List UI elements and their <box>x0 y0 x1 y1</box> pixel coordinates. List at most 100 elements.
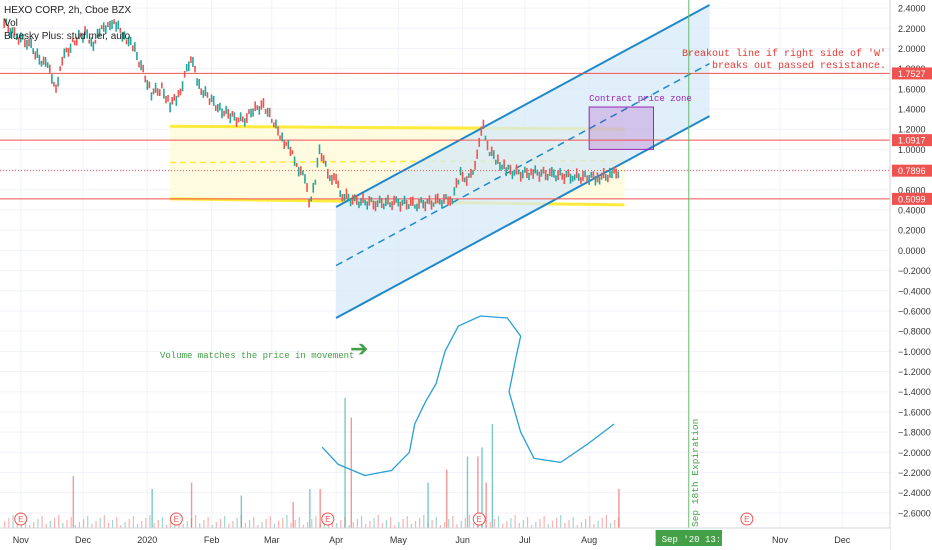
volume-bar <box>522 520 524 528</box>
volume-bar <box>315 516 317 528</box>
contract-price-zone <box>588 106 654 150</box>
y-tick-label: −1.6000 <box>898 407 931 417</box>
y-tick-label: 0.0000 <box>898 246 926 256</box>
volume-bar <box>253 517 255 528</box>
earnings-marker-label: E <box>18 515 23 524</box>
volume-bar <box>352 522 354 528</box>
volume-bar <box>286 515 288 528</box>
horizontal-levels <box>0 72 890 200</box>
y-tick-label: −1.8000 <box>898 428 931 438</box>
y-tick-label: −2.4000 <box>898 488 931 498</box>
volume-bar <box>580 522 583 528</box>
volume-spike <box>350 417 353 528</box>
channel-mid-line <box>335 62 710 267</box>
earnings-marker-circle <box>472 512 486 526</box>
expiration-annotation: Sep 18th Expiration <box>690 419 701 527</box>
x-tick-label: Apr <box>329 535 343 545</box>
volume-bars <box>4 398 620 528</box>
volume-bar <box>390 517 392 528</box>
volume-bar <box>410 524 412 528</box>
volume-indicator-label[interactable]: Vol <box>4 18 18 29</box>
volume-bar <box>568 520 570 528</box>
volume-bar <box>502 524 504 528</box>
x-tick-label: Nov <box>13 535 30 545</box>
volume-bar <box>406 516 408 528</box>
volume-bar <box>124 522 126 528</box>
volume-bar <box>547 524 549 528</box>
volume-bar <box>269 516 271 528</box>
earnings-marker-label: E <box>174 515 179 524</box>
volume-bar <box>506 521 508 528</box>
volume-bar <box>107 523 110 528</box>
price-level-tag-label: 1.0917 <box>898 136 926 146</box>
volume-bar <box>66 520 68 528</box>
volume-bar <box>149 515 151 528</box>
symbol-title[interactable]: HEXO CORP, 2h, Cboe BZX <box>4 5 132 16</box>
volume-trend-curve <box>321 315 615 477</box>
volume-bar <box>414 521 417 528</box>
volume-bar <box>74 525 76 528</box>
time-axis-bg <box>0 528 890 550</box>
volume-bar <box>78 522 81 528</box>
volume-bar <box>473 523 475 528</box>
volume-bar <box>302 525 305 528</box>
price-series <box>3 18 620 212</box>
volume-bar <box>593 524 595 528</box>
y-tick-label: 1.2000 <box>898 125 926 135</box>
volume-bar <box>145 518 147 528</box>
x-tick-label: Aug <box>581 535 597 545</box>
volume-bar <box>141 521 143 528</box>
volume-bar <box>82 519 85 528</box>
volume-bar <box>41 516 43 528</box>
x-tick-label: May <box>390 535 408 545</box>
breakout-annotation-line: Breakout line if right side of 'W' <box>682 48 886 60</box>
y-tick-label: 0.2000 <box>898 226 926 236</box>
volume-bar <box>128 519 130 528</box>
volume-bar <box>423 515 425 528</box>
y-tick-label: 2.2000 <box>898 24 926 34</box>
y-tick-label: 1.0000 <box>898 145 926 155</box>
volume-bar <box>4 521 6 528</box>
x-tick-label: Nov <box>772 535 789 545</box>
volume-bar <box>452 516 454 528</box>
volume-bar <box>609 523 612 528</box>
volume-bar <box>12 515 14 528</box>
volume-bar <box>340 520 342 528</box>
price-level-tag <box>892 134 932 147</box>
volume-bar <box>195 515 197 528</box>
bluesky-indicator-label[interactable]: Bluesky Plus: stud mer, auto <box>4 31 131 42</box>
price-level-tag-label: 1.7527 <box>898 69 926 79</box>
volume-bar <box>365 524 367 528</box>
volume-bar <box>8 518 10 528</box>
volume-bar <box>116 517 118 528</box>
volume-bar <box>356 519 359 528</box>
x-tick-label: Feb <box>204 535 220 545</box>
volume-bar <box>443 522 446 528</box>
y-tick-label: −1.0000 <box>898 347 931 357</box>
volume-bar <box>112 520 114 528</box>
volume-spike <box>427 482 429 528</box>
volume-bar <box>493 519 495 528</box>
price-level-tag-label: 0.5099 <box>898 194 926 204</box>
volume-bar <box>228 524 230 528</box>
volume-spike <box>190 482 193 528</box>
volume-bar <box>244 523 247 528</box>
volume-spike <box>72 476 75 528</box>
volume-spike <box>477 456 479 528</box>
volume-bar <box>456 524 458 528</box>
volume-bar <box>311 519 313 528</box>
volume-bar <box>298 517 300 528</box>
volume-bar <box>497 516 500 528</box>
earnings-marker-label: E <box>477 515 482 524</box>
volume-bar <box>87 516 89 528</box>
volume-bar <box>70 517 72 528</box>
y-tick-label: 1.6000 <box>898 84 926 94</box>
earnings-marker-label: E <box>744 515 749 524</box>
volume-bar <box>585 519 587 528</box>
volume-bar <box>531 525 533 528</box>
volume-bar <box>95 521 97 528</box>
earnings-marker-circle <box>14 512 28 526</box>
price-level-tag-label: 0.7896 <box>898 166 926 176</box>
